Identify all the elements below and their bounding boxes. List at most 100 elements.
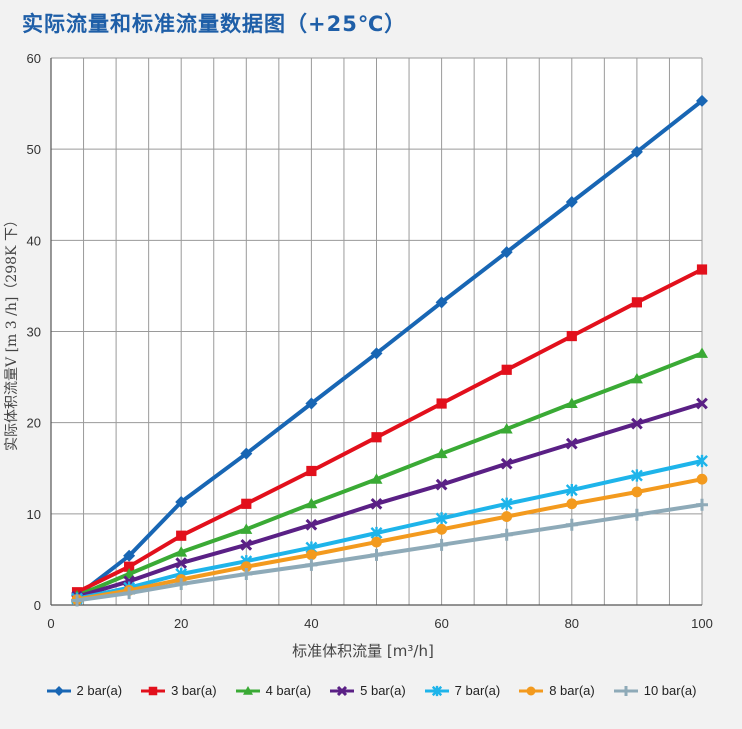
data-point <box>501 364 512 375</box>
legend-item: 4 bar(a) <box>235 683 312 698</box>
legend-swatch <box>46 685 71 696</box>
x-tick-label: 60 <box>434 616 448 631</box>
data-point <box>696 94 708 107</box>
data-point <box>631 417 643 430</box>
y-tick-label: 30 <box>27 325 41 340</box>
legend-label: 4 bar(a) <box>265 683 312 698</box>
data-point <box>240 561 252 573</box>
data-point <box>240 523 253 534</box>
data-point <box>500 528 513 541</box>
data-point <box>435 538 448 551</box>
legend-swatch <box>330 685 355 696</box>
chart-title: 实际流量和标准流量数据图（+25℃） <box>22 12 407 36</box>
legend-label: 8 bar(a) <box>549 683 595 698</box>
data-point <box>241 498 252 509</box>
data-point <box>696 264 708 275</box>
y-axis-label: 实际体积流量V [m 3 /h]（298K 下） <box>4 213 20 451</box>
data-point <box>370 548 383 561</box>
data-point <box>436 398 447 409</box>
data-point <box>175 578 188 591</box>
data-point <box>123 549 136 562</box>
data-point <box>435 478 448 491</box>
data-point <box>305 518 318 531</box>
data-point <box>565 196 578 209</box>
data-point <box>370 473 383 484</box>
data-point <box>500 423 513 434</box>
data-point <box>435 296 448 309</box>
data-point <box>631 486 643 498</box>
data-point <box>371 536 382 548</box>
data-point <box>631 297 642 308</box>
series-4-bar-a <box>71 347 708 601</box>
data-point <box>566 498 578 510</box>
data-point <box>436 523 447 535</box>
y-tick-label: 10 <box>27 507 41 522</box>
series-10-bar-a <box>71 498 708 607</box>
legend-item: 5 bar(a) <box>329 683 406 698</box>
data-point <box>565 437 578 450</box>
data-point <box>71 594 84 607</box>
data-point <box>565 518 578 531</box>
grid <box>50 57 703 606</box>
data-point <box>630 372 643 384</box>
data-point <box>696 347 708 358</box>
legend-item: 8 bar(a) <box>518 683 595 698</box>
series-3-bar-a <box>71 264 708 598</box>
data-point <box>371 432 382 443</box>
data-point <box>240 538 253 551</box>
data-point <box>565 484 578 497</box>
data-point <box>306 549 317 561</box>
data-point <box>696 454 708 468</box>
legend-swatch <box>235 685 260 695</box>
data-point <box>175 495 188 508</box>
data-point <box>240 447 253 460</box>
legend-swatch <box>141 686 166 695</box>
data-point <box>696 473 708 485</box>
x-tick-label: 40 <box>304 616 318 631</box>
data-point <box>175 557 188 569</box>
y-tick-label: 20 <box>27 416 41 431</box>
data-point <box>696 397 708 410</box>
legend-swatch <box>613 685 638 696</box>
legend-label: 2 bar(a) <box>76 683 123 698</box>
legend-swatch <box>424 685 449 696</box>
data-point <box>306 465 317 477</box>
data-point <box>630 508 643 521</box>
data-point <box>175 546 188 557</box>
legend-item: 10 bar(a) <box>613 683 697 698</box>
legend: 2 bar(a) 3 bar(a) 4 bar(a) 5 bar(a) 7 bar(a)… <box>0 683 742 698</box>
data-point <box>176 530 187 541</box>
data-point <box>630 145 643 158</box>
legend-item: 3 bar(a) <box>140 683 217 698</box>
data-point <box>501 511 513 522</box>
y-tick-label: 0 <box>34 598 41 613</box>
data-point <box>500 457 513 470</box>
y-tick-label: 50 <box>27 142 41 157</box>
legend-label: 10 bar(a) <box>643 683 697 698</box>
axes: 0 10 20 30 40 50 60 0 20 40 60 80 100 <box>27 51 713 631</box>
data-point <box>435 447 448 459</box>
data-point <box>500 246 513 259</box>
x-tick-label: 100 <box>691 616 713 631</box>
data-point <box>305 558 318 571</box>
data-point <box>240 568 253 581</box>
legend-item: 2 bar(a) <box>46 683 123 698</box>
data-point <box>630 469 643 482</box>
x-tick-label: 80 <box>565 616 579 631</box>
y-tick-label: 40 <box>27 233 41 248</box>
legend-label: 3 bar(a) <box>171 683 217 698</box>
data-point <box>696 498 708 511</box>
x-tick-label: 0 <box>47 616 54 631</box>
legend-item: 7 bar(a) <box>424 683 500 698</box>
x-tick-label: 20 <box>174 616 188 631</box>
data-point <box>123 587 136 600</box>
data-point <box>500 497 513 510</box>
data-point <box>370 497 383 510</box>
x-axis-label: 标准体积流量 [m³/h] <box>292 642 434 660</box>
legend-label: 5 bar(a) <box>360 683 406 698</box>
y-tick-label: 60 <box>27 51 41 66</box>
data-point <box>124 561 135 572</box>
data-point <box>565 397 578 409</box>
data-point <box>123 568 136 579</box>
